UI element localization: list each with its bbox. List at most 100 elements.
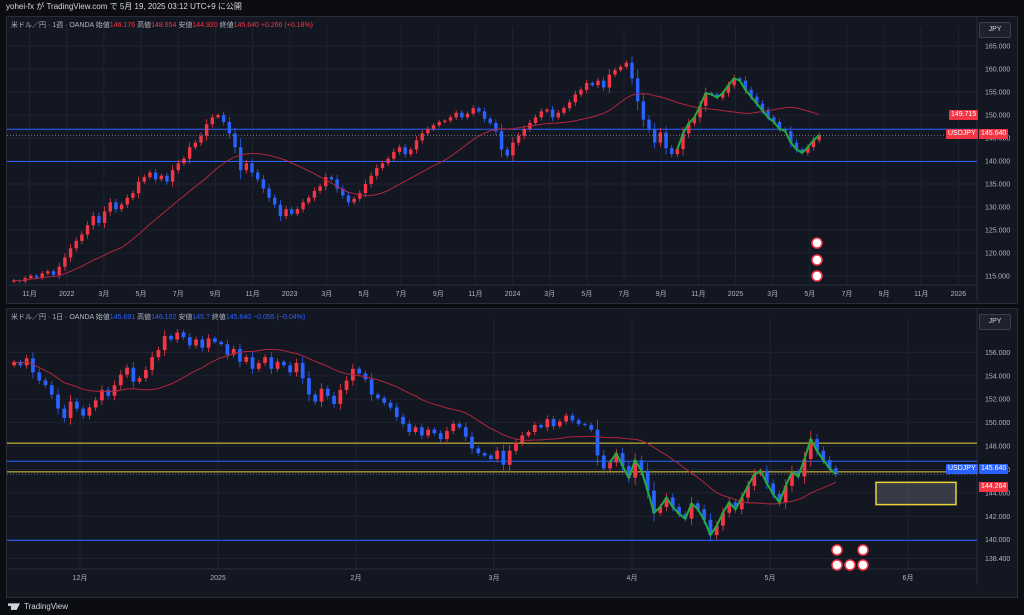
- daily-candle: [137, 378, 142, 382]
- weekly-candle: [811, 140, 816, 148]
- daily-candle: [633, 460, 638, 478]
- weekly-candle: [380, 163, 385, 168]
- weekly-candle: [34, 275, 39, 278]
- daily-candle: [507, 450, 512, 465]
- weekly-close-label: 終値: [219, 22, 234, 29]
- weekly-candle: [726, 85, 731, 94]
- daily-candle: [74, 401, 79, 409]
- daily-candle: [187, 337, 192, 346]
- weekly-open: 146.176: [109, 22, 136, 29]
- weekly-candle: [635, 78, 640, 102]
- weekly-candle: [256, 172, 260, 180]
- weekly-y-tick: 150.000: [985, 113, 1010, 120]
- daily-candle: [413, 427, 418, 433]
- weekly-chart-svg[interactable]: 11月 2022 3月 5月 7月 9月 11月 2023 3月 5月 7月 9月 11月 2024 3月 5…: [7, 17, 1018, 304]
- daily-x-tick: 2月: [351, 574, 362, 582]
- daily-target-box: [875, 481, 957, 506]
- weekly-chart-pane[interactable]: 11月 2022 3月 5月 7月 9月 11月 2023 3月 5月 7月 9月 11月 2024 3月 5…: [6, 16, 1018, 304]
- weekly-legend-symbol: 米ドル／円 · 1週 · OANDA: [11, 22, 94, 29]
- weekly-candle: [618, 66, 623, 71]
- weekly-candle: [335, 179, 339, 189]
- daily-candle: [695, 503, 700, 510]
- weekly-candle: [647, 119, 651, 129]
- daily-event-icon: [844, 559, 856, 571]
- weekly-candle: [74, 240, 78, 249]
- weekly-candle: [63, 257, 67, 267]
- weekly-y-tick: 120.000: [985, 250, 1010, 257]
- daily-candle: [376, 394, 380, 399]
- daily-chart-pane[interactable]: 12月 2025 2月 3月 4月 5月 6月 156.000 154.000 152.000 15…: [6, 308, 1018, 598]
- daily-legend: 米ドル／円 · 1日 · OANDA 始値145.691 高値146.102 安…: [11, 312, 305, 322]
- daily-chart-svg[interactable]: 12月 2025 2月 3月 4月 5月 6月 156.000 154.000 152.000 15…: [7, 309, 1018, 598]
- daily-candle: [833, 468, 838, 475]
- daily-candle: [212, 338, 217, 342]
- daily-candle: [777, 494, 782, 503]
- daily-candle: [68, 401, 73, 418]
- weekly-candle: [516, 135, 521, 143]
- weekly-candle: [329, 177, 334, 180]
- daily-candle: [401, 416, 405, 424]
- daily-x-tick: 12月: [73, 574, 88, 582]
- weekly-currency-button[interactable]: JPY: [979, 22, 1011, 38]
- weekly-high: 148.654: [151, 22, 177, 29]
- daily-candle: [595, 429, 600, 456]
- daily-close-label: 終値: [211, 314, 226, 321]
- daily-candle: [313, 394, 318, 402]
- weekly-candle: [641, 101, 646, 120]
- daily-candle: [432, 429, 437, 434]
- weekly-candle: [687, 123, 691, 134]
- footer: TradingView: [0, 598, 1024, 615]
- daily-candle: [307, 378, 311, 395]
- daily-candle: [37, 372, 42, 381]
- daily-x-tick: 3月: [489, 574, 500, 582]
- daily-candle: [394, 407, 399, 417]
- daily-candle: [821, 450, 826, 461]
- daily-y-tick: 138.400: [985, 556, 1010, 563]
- daily-event-icon: [857, 559, 869, 571]
- weekly-x-tick: 9月: [433, 290, 444, 298]
- daily-y-tick: 150.000: [985, 420, 1010, 427]
- weekly-candle: [738, 78, 742, 81]
- weekly-candle: [545, 109, 549, 112]
- daily-candle: [520, 435, 525, 443]
- weekly-x-tick: 2025: [728, 291, 744, 298]
- weekly-candle: [772, 117, 776, 122]
- daily-candle: [407, 423, 412, 433]
- daily-currency-button[interactable]: JPY: [979, 314, 1011, 330]
- daily-pattern-line: [609, 436, 837, 538]
- weekly-candle: [760, 103, 765, 111]
- weekly-candle: [601, 80, 606, 88]
- daily-candle: [445, 430, 449, 440]
- weekly-candle: [550, 109, 555, 118]
- weekly-x-tick: 2026: [951, 291, 967, 298]
- weekly-candle: [743, 80, 748, 90]
- daily-candle: [658, 506, 663, 513]
- daily-high: 146.102: [151, 314, 177, 321]
- weekly-candle: [460, 112, 464, 118]
- daily-close: 145.640: [225, 314, 252, 321]
- weekly-event-icon: [811, 237, 823, 249]
- weekly-candle: [267, 188, 271, 198]
- daily-candle: [702, 509, 707, 520]
- daily-event-icon: [831, 559, 843, 571]
- daily-x-tick: 6月: [903, 574, 914, 582]
- daily-candle: [608, 462, 612, 469]
- daily-candle: [43, 380, 48, 386]
- weekly-candle: [363, 183, 368, 194]
- weekly-candle: [783, 128, 787, 132]
- weekly-candle: [505, 149, 509, 156]
- weekly-pattern-line: [676, 77, 820, 154]
- daily-candle: [752, 474, 757, 486]
- daily-candle: [194, 339, 198, 346]
- weekly-candle: [244, 163, 249, 171]
- daily-candle: [62, 408, 67, 418]
- weekly-candle: [68, 248, 73, 258]
- daily-open-label: 始値: [95, 314, 110, 321]
- daily-candle: [815, 439, 819, 451]
- weekly-candle: [443, 120, 447, 122]
- daily-candle: [238, 348, 242, 362]
- weekly-candle: [494, 122, 498, 132]
- daily-candle: [482, 453, 487, 456]
- weekly-candle: [477, 108, 481, 112]
- daily-candle: [733, 502, 738, 510]
